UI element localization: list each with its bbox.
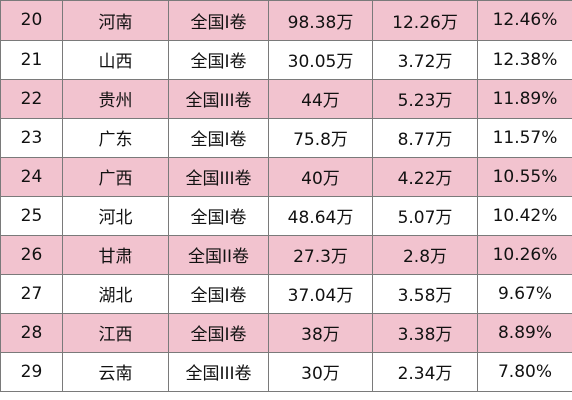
province-cell: 云南 [62, 352, 169, 392]
rank-cell: 21 [0, 40, 63, 80]
count-cell: 4.22万 [372, 157, 478, 197]
rank-cell: 24 [0, 157, 63, 197]
province-cell: 甘肃 [62, 235, 169, 275]
rank-cell: 20 [0, 1, 63, 41]
rate-cell: 8.89% [477, 313, 572, 353]
rate-cell: 10.26% [477, 235, 572, 275]
total-cell: 37.04万 [268, 274, 373, 314]
count-cell: 5.07万 [372, 196, 478, 236]
table-row: 27 湖北 全国I卷 37.04万 3.58万 9.67% [0, 274, 572, 314]
total-cell: 30.05万 [268, 40, 373, 80]
total-cell: 98.38万 [268, 1, 373, 41]
rate-cell: 11.57% [477, 118, 572, 158]
table-row: 21 山西 全国I卷 30.05万 3.72万 12.38% [0, 40, 572, 80]
province-cell: 湖北 [62, 274, 169, 314]
table-row: 26 甘肃 全国II卷 27.3万 2.8万 10.26% [0, 235, 572, 275]
province-cell: 山西 [62, 40, 169, 80]
rate-cell: 10.55% [477, 157, 572, 197]
rank-cell: 25 [0, 196, 63, 236]
total-cell: 48.64万 [268, 196, 373, 236]
total-cell: 75.8万 [268, 118, 373, 158]
province-cell: 江西 [62, 313, 169, 353]
paper-cell: 全国I卷 [168, 274, 269, 314]
rank-cell: 27 [0, 274, 63, 314]
count-cell: 2.34万 [372, 352, 478, 392]
paper-cell: 全国I卷 [168, 196, 269, 236]
paper-cell: 全国III卷 [168, 352, 269, 392]
paper-cell: 全国I卷 [168, 118, 269, 158]
total-cell: 30万 [268, 352, 373, 392]
province-cell: 贵州 [62, 79, 169, 119]
rank-cell: 26 [0, 235, 63, 275]
rate-cell: 7.80% [477, 352, 572, 392]
table-row: 22 贵州 全国III卷 44万 5.23万 11.89% [0, 79, 572, 119]
table-row: 25 河北 全国I卷 48.64万 5.07万 10.42% [0, 196, 572, 236]
rank-cell: 22 [0, 79, 63, 119]
count-cell: 2.8万 [372, 235, 478, 275]
table-row: 24 广西 全国III卷 40万 4.22万 10.55% [0, 157, 572, 197]
count-cell: 5.23万 [372, 79, 478, 119]
rate-cell: 12.46% [477, 1, 572, 41]
paper-cell: 全国II卷 [168, 235, 269, 275]
paper-cell: 全国I卷 [168, 313, 269, 353]
total-cell: 44万 [268, 79, 373, 119]
table-row: 23 广东 全国I卷 75.8万 8.77万 11.57% [0, 118, 572, 158]
province-cell: 河南 [62, 1, 169, 41]
paper-cell: 全国I卷 [168, 40, 269, 80]
count-cell: 12.26万 [372, 1, 478, 41]
total-cell: 27.3万 [268, 235, 373, 275]
rank-cell: 29 [0, 352, 63, 392]
rank-cell: 28 [0, 313, 63, 353]
table-row: 28 江西 全国I卷 38万 3.38万 8.89% [0, 313, 572, 353]
paper-cell: 全国I卷 [168, 1, 269, 41]
count-cell: 3.58万 [372, 274, 478, 314]
table-row: 20 河南 全国I卷 98.38万 12.26万 12.46% [0, 1, 572, 41]
table-row: 29 云南 全国III卷 30万 2.34万 7.80% [0, 352, 572, 392]
count-cell: 3.72万 [372, 40, 478, 80]
paper-cell: 全国III卷 [168, 157, 269, 197]
rate-cell: 12.38% [477, 40, 572, 80]
rate-cell: 9.67% [477, 274, 572, 314]
rate-cell: 11.89% [477, 79, 572, 119]
rate-cell: 10.42% [477, 196, 572, 236]
rank-cell: 23 [0, 118, 63, 158]
ranking-table: 20 河南 全国I卷 98.38万 12.26万 12.46% 21 山西 全国… [0, 1, 572, 392]
province-cell: 广西 [62, 157, 169, 197]
count-cell: 3.38万 [372, 313, 478, 353]
count-cell: 8.77万 [372, 118, 478, 158]
paper-cell: 全国III卷 [168, 79, 269, 119]
province-cell: 广东 [62, 118, 169, 158]
total-cell: 38万 [268, 313, 373, 353]
total-cell: 40万 [268, 157, 373, 197]
province-cell: 河北 [62, 196, 169, 236]
